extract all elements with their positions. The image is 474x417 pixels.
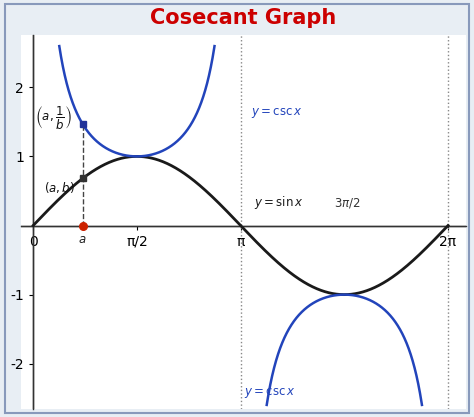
Title: Cosecant Graph: Cosecant Graph (150, 8, 337, 28)
Text: $3\pi/2$: $3\pi/2$ (334, 196, 360, 210)
Text: $a$: $a$ (79, 233, 87, 246)
Text: $y = \sin x$: $y = \sin x$ (255, 194, 304, 211)
Text: $y = \csc x$: $y = \csc x$ (251, 106, 303, 120)
Text: $\left(a,\dfrac{1}{b}\right)$: $\left(a,\dfrac{1}{b}\right)$ (35, 104, 72, 131)
Text: $y = \csc x$: $y = \csc x$ (245, 386, 296, 400)
Text: $(a, b)$: $(a, b)$ (45, 180, 75, 195)
